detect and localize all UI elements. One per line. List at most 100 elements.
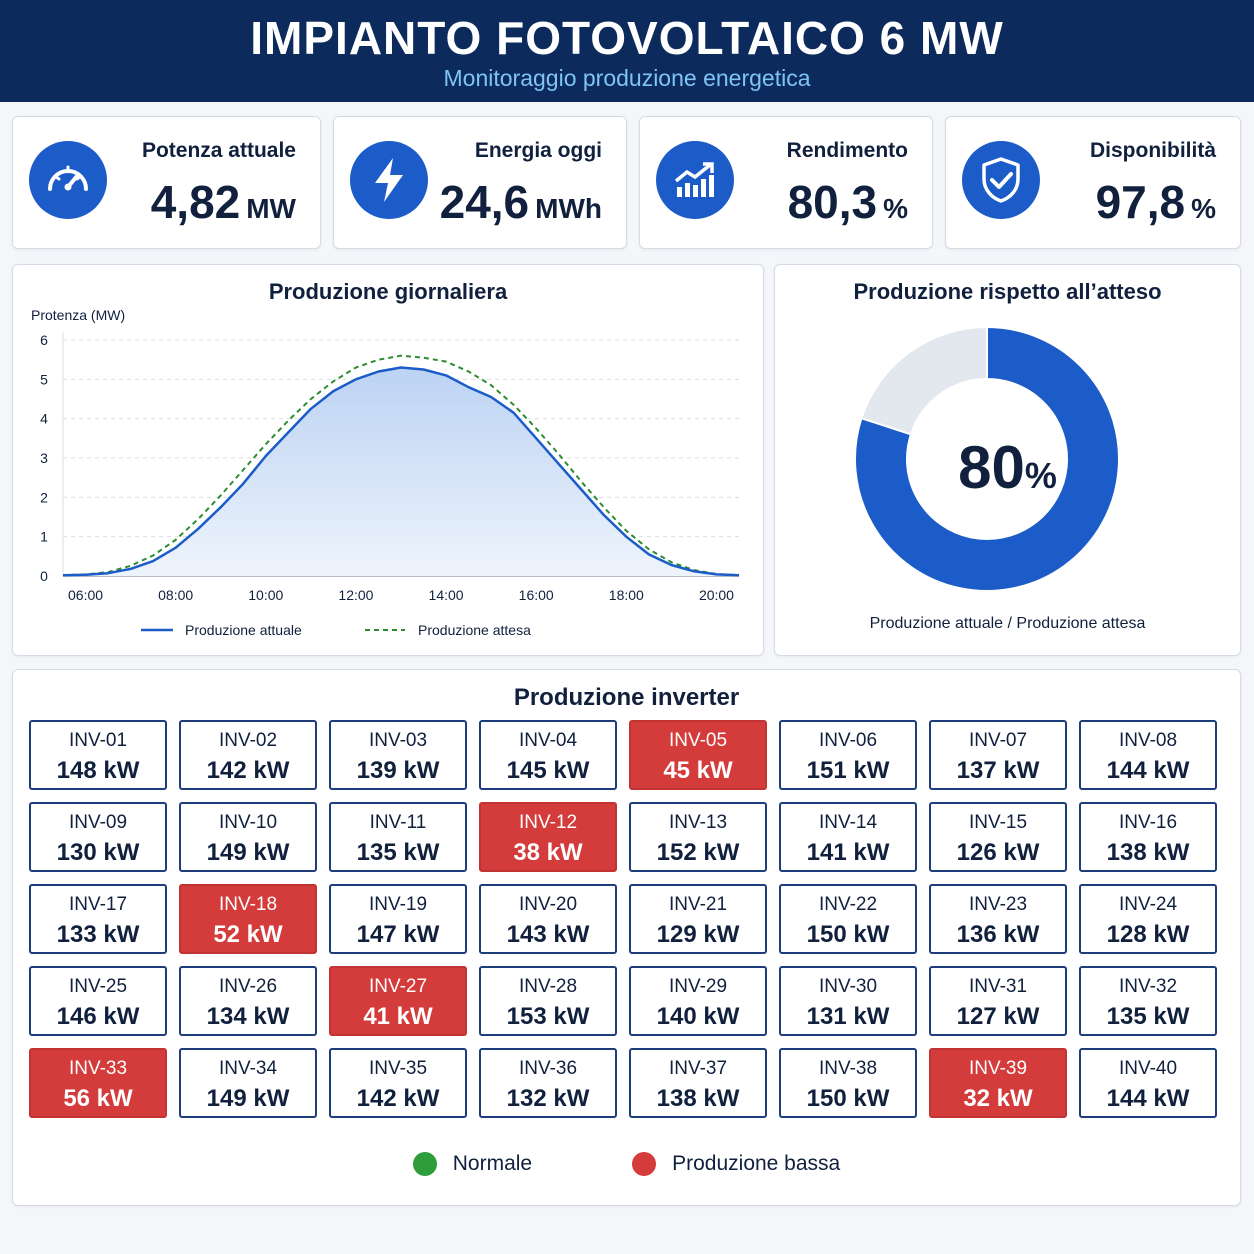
inverter-id: INV-38 bbox=[818, 1058, 878, 1079]
inverter-card: INV-03 139 kW bbox=[329, 720, 467, 790]
y-tick-label: 6 bbox=[40, 332, 48, 348]
inverter-id: INV-26 bbox=[218, 976, 278, 997]
inverter-value: 152 kW bbox=[656, 839, 740, 866]
gauge-icon bbox=[29, 141, 107, 219]
kpi-card-efficiency: Rendimento 80,3% bbox=[639, 116, 933, 249]
inverter-value: 145 kW bbox=[506, 757, 590, 784]
y-tick-label: 5 bbox=[40, 371, 48, 387]
donut-slice-remaining bbox=[860, 325, 988, 436]
inverter-card: INV-16 138 kW bbox=[1079, 802, 1217, 872]
x-tick-label: 08:00 bbox=[158, 587, 193, 603]
inverter-id: INV-39 bbox=[968, 1058, 1028, 1079]
inverter-value: 150 kW bbox=[806, 1085, 890, 1112]
legend-expected-label: Produzione attesa bbox=[418, 622, 531, 638]
inverter-value: 128 kW bbox=[1106, 921, 1190, 948]
inverter-value: 149 kW bbox=[206, 1085, 290, 1112]
x-tick-label: 18:00 bbox=[609, 587, 644, 603]
inverter-value: 146 kW bbox=[56, 1003, 140, 1030]
inverter-id: INV-30 bbox=[818, 976, 878, 997]
actual-production-line bbox=[62, 366, 740, 577]
inverter-value: 148 kW bbox=[56, 757, 140, 784]
inverter-value: 133 kW bbox=[56, 921, 140, 948]
x-tick-label: 10:00 bbox=[248, 587, 283, 603]
inverter-card: INV-35 142 kW bbox=[329, 1048, 467, 1118]
inverter-value: 141 kW bbox=[806, 839, 890, 866]
kpi-value: 97,8% bbox=[1095, 176, 1216, 228]
inverter-card: INV-12 38 kW bbox=[479, 802, 617, 872]
inverter-card: INV-21 129 kW bbox=[629, 884, 767, 954]
inverter-card: INV-18 52 kW bbox=[179, 884, 317, 954]
inverter-value: 144 kW bbox=[1106, 1085, 1190, 1112]
inverter-card: INV-40 144 kW bbox=[1079, 1048, 1217, 1118]
donut-caption: Produzione attuale / Produzione attesa bbox=[869, 615, 1146, 632]
inverter-value: 56 kW bbox=[63, 1085, 133, 1112]
trend-chart-icon bbox=[656, 141, 734, 219]
y-tick-label: 1 bbox=[40, 529, 48, 545]
daily-production-panel: Produzione giornaliera 0 1 2 3 4 5 6 Protenza (… bbox=[12, 264, 764, 656]
daily-production-chart: 0 1 2 3 4 5 6 Protenza (MW) 06:00 08:00 10:00 12:00… bbox=[31, 307, 740, 638]
kpi-card-power: Potenza attuale 4,82 MW bbox=[12, 116, 321, 249]
inverter-card: INV-38 150 kW bbox=[779, 1048, 917, 1118]
inverter-value: 138 kW bbox=[656, 1085, 740, 1112]
kpi-value: 4,82 MW bbox=[150, 176, 296, 228]
page-subtitle: Monitoraggio produzione energetica bbox=[443, 65, 811, 91]
inverter-value: 142 kW bbox=[206, 757, 290, 784]
inverter-value: 45 kW bbox=[663, 757, 733, 784]
y-axis-label: Protenza (MW) bbox=[31, 307, 125, 323]
inverter-id: INV-13 bbox=[668, 812, 728, 833]
inverter-value: 126 kW bbox=[956, 839, 1040, 866]
kpi-value: 80,3% bbox=[787, 176, 908, 228]
legend-normal: Normale bbox=[412, 1152, 532, 1176]
inverter-card: INV-25 146 kW bbox=[29, 966, 167, 1036]
kpi-label: Potenza attuale bbox=[141, 139, 296, 162]
kpi-value: 24,6 MWh bbox=[439, 176, 602, 228]
inverter-id: INV-16 bbox=[1118, 812, 1178, 833]
inverter-id: INV-40 bbox=[1118, 1058, 1178, 1079]
inverter-value: 127 kW bbox=[956, 1003, 1040, 1030]
legend-actual-label: Produzione attuale bbox=[185, 622, 302, 638]
x-tick-label: 16:00 bbox=[519, 587, 554, 603]
inverter-id: INV-02 bbox=[218, 730, 278, 751]
inverter-id: INV-35 bbox=[368, 1058, 428, 1079]
inverter-card: INV-01 148 kW bbox=[29, 720, 167, 790]
donut-center-label: 80% bbox=[958, 434, 1057, 501]
inverter-value: 153 kW bbox=[506, 1003, 590, 1030]
inverter-card: INV-30 131 kW bbox=[779, 966, 917, 1036]
inverter-value: 52 kW bbox=[213, 921, 283, 948]
shield-check-icon bbox=[962, 141, 1040, 219]
inverter-id: INV-10 bbox=[218, 812, 278, 833]
inverter-id: INV-04 bbox=[518, 730, 578, 751]
inverter-card: INV-05 45 kW bbox=[629, 720, 767, 790]
inverter-card: INV-04 145 kW bbox=[479, 720, 617, 790]
inverter-id: INV-33 bbox=[68, 1058, 128, 1079]
inverter-value: 143 kW bbox=[506, 921, 590, 948]
inverter-value: 32 kW bbox=[963, 1085, 1033, 1112]
actual-production-area bbox=[63, 367, 739, 576]
inverter-id: INV-20 bbox=[518, 894, 578, 915]
inverter-id: INV-28 bbox=[518, 976, 578, 997]
inverter-id: INV-18 bbox=[218, 894, 278, 915]
y-tick-label: 0 bbox=[40, 568, 48, 584]
inverter-id: INV-37 bbox=[668, 1058, 728, 1079]
inverter-panel: Produzione inverter INV-01 148 kW INV-02 14… bbox=[12, 669, 1241, 1206]
inverter-id: INV-15 bbox=[968, 812, 1028, 833]
inverter-value: 142 kW bbox=[356, 1085, 440, 1112]
green-dot-icon bbox=[412, 1152, 437, 1176]
inverter-id: INV-05 bbox=[668, 730, 728, 751]
inverter-card: INV-07 137 kW bbox=[929, 720, 1067, 790]
inverter-id: INV-32 bbox=[1118, 976, 1178, 997]
inverter-value: 139 kW bbox=[356, 757, 440, 784]
inverter-card: INV-36 132 kW bbox=[479, 1048, 617, 1118]
inverter-id: INV-21 bbox=[668, 894, 728, 915]
kpi-label: Disponibilità bbox=[1090, 139, 1216, 162]
x-tick-label: 06:00 bbox=[68, 587, 103, 603]
inverter-id: INV-07 bbox=[968, 730, 1028, 751]
inverter-id: INV-36 bbox=[518, 1058, 578, 1079]
inverter-id: INV-24 bbox=[1118, 894, 1178, 915]
inverter-card: INV-26 134 kW bbox=[179, 966, 317, 1036]
inverter-card: INV-29 140 kW bbox=[629, 966, 767, 1036]
y-tick-label: 2 bbox=[40, 489, 48, 505]
donut-slice-actual bbox=[854, 325, 1120, 592]
inverter-card: INV-19 147 kW bbox=[329, 884, 467, 954]
inverter-value: 136 kW bbox=[956, 921, 1040, 948]
